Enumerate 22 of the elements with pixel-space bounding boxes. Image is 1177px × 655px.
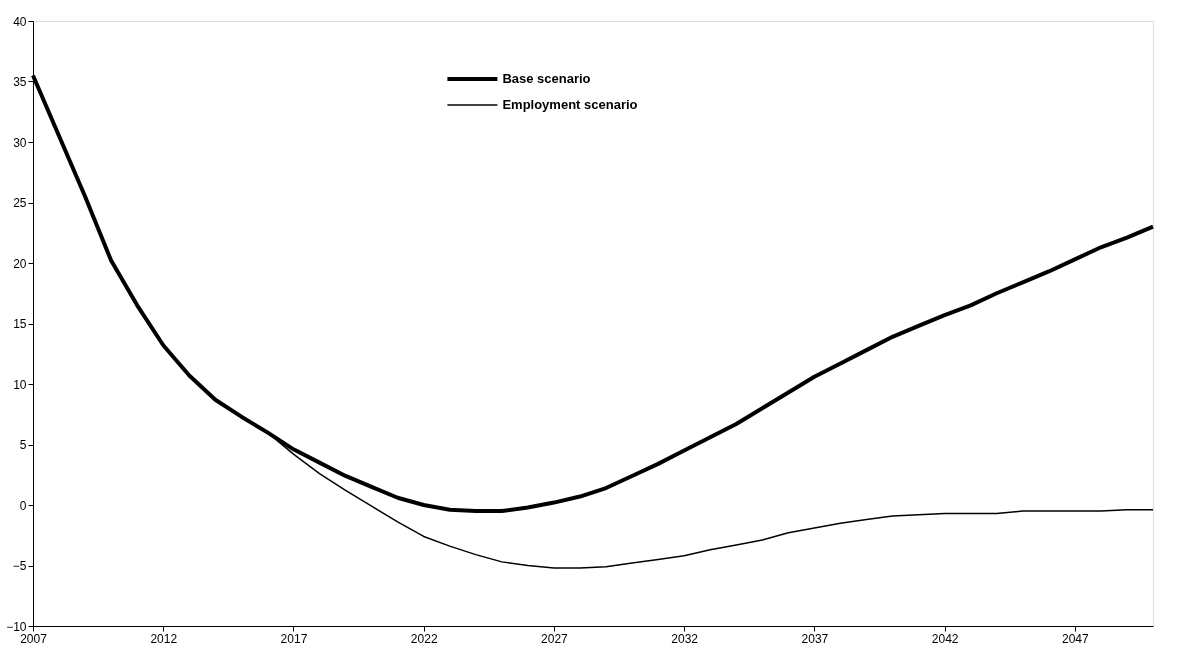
x-tick-label: 2007: [20, 631, 48, 646]
y-tick-label: 10: [13, 377, 27, 392]
x-tick-label: 2027: [541, 631, 569, 646]
x-tick-label: 2047: [1062, 631, 1090, 646]
x-tick-label: 2017: [280, 631, 308, 646]
x-tick-label: 2042: [931, 631, 959, 646]
y-tick-label: −5: [12, 559, 27, 573]
y-tick-label: 35: [13, 75, 27, 89]
x-tick-label: 2022: [410, 631, 438, 646]
y-tick-label: −10: [6, 619, 27, 634]
x-tick-label: 2012: [150, 631, 178, 646]
x-tick-label: 2037: [801, 631, 829, 646]
y-tick-label: 25: [13, 196, 27, 210]
y-tick-label: 20: [13, 256, 27, 271]
y-tick-label: 15: [13, 317, 27, 331]
legend-label: Base scenario: [502, 71, 591, 86]
y-tick-label: 40: [13, 14, 27, 29]
x-tick-label: 2032: [671, 631, 699, 646]
legend-label: Employment scenario: [502, 97, 638, 112]
y-tick-label: 5: [19, 438, 27, 452]
y-tick-label: 30: [13, 135, 27, 150]
y-tick-label: 0: [19, 498, 27, 513]
